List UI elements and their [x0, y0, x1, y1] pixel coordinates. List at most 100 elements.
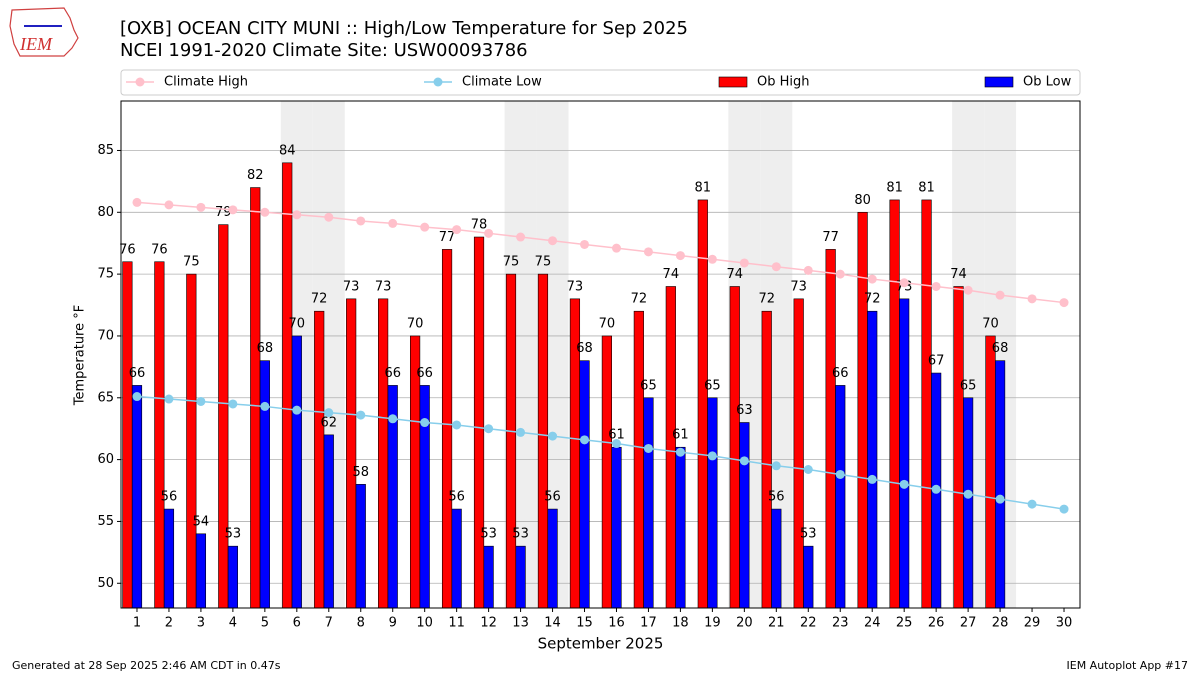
climate-point	[803, 465, 813, 475]
climate-point	[164, 200, 174, 210]
bar	[665, 286, 676, 609]
data-label: 70	[982, 316, 999, 331]
climate-point	[516, 427, 526, 437]
bar	[291, 335, 302, 609]
y-tick-label: 55	[97, 514, 114, 529]
climate-point	[867, 474, 877, 484]
climate-line	[136, 201, 1065, 304]
x-tick-label: 27	[960, 616, 977, 631]
data-label: 66	[416, 366, 433, 381]
climate-point	[228, 205, 238, 215]
data-label: 72	[631, 292, 648, 307]
logo-text: IEM	[19, 34, 53, 54]
x-tick-label: 8	[357, 616, 365, 631]
data-label: 65	[960, 378, 977, 393]
climate-point	[132, 392, 142, 402]
bar	[314, 310, 325, 609]
climate-point	[675, 447, 685, 457]
climate-point	[899, 479, 909, 489]
footer-left: Generated at 28 Sep 2025 2:46 AM CDT in …	[12, 659, 281, 672]
climate-point	[228, 399, 238, 409]
data-label: 61	[608, 428, 625, 443]
climate-point	[548, 431, 558, 441]
x-tick-label: 10	[416, 616, 433, 631]
bar	[505, 273, 517, 609]
bar	[601, 335, 612, 609]
legend-marker	[135, 77, 145, 87]
bar	[451, 508, 462, 609]
data-label: 68	[257, 341, 274, 356]
climate-point	[452, 420, 462, 430]
climate-point	[196, 396, 206, 406]
data-label: 66	[129, 366, 146, 381]
x-tick-label: 11	[448, 616, 465, 631]
data-label: 76	[119, 242, 136, 257]
climate-point	[995, 290, 1005, 300]
x-tick-label: 18	[672, 616, 689, 631]
climate-point	[484, 424, 494, 434]
data-label: 65	[704, 378, 721, 393]
x-tick-label: 2	[165, 616, 173, 631]
climate-point	[1059, 298, 1069, 308]
climate-point	[835, 469, 845, 479]
x-tick-label: 5	[261, 616, 269, 631]
climate-point	[292, 405, 302, 415]
climate-point	[963, 489, 973, 499]
climate-point	[420, 418, 430, 428]
climate-point	[835, 269, 845, 279]
climate-point	[995, 494, 1005, 504]
bar	[378, 298, 389, 609]
bar	[985, 335, 996, 609]
climate-point	[771, 461, 781, 471]
data-label: 80	[854, 193, 871, 208]
climate-point	[963, 285, 973, 295]
data-label: 62	[321, 415, 338, 430]
data-label: 63	[736, 403, 753, 418]
climate-point	[452, 225, 462, 235]
x-tick-label: 14	[544, 616, 561, 631]
climate-point	[356, 216, 366, 226]
bar	[729, 286, 740, 609]
bar	[835, 385, 846, 609]
climate-point	[388, 218, 398, 228]
data-label: 82	[247, 168, 264, 183]
climate-point	[484, 228, 494, 238]
legend-label: Ob High	[757, 75, 810, 90]
data-label: 73	[343, 279, 360, 294]
bar	[994, 360, 1006, 609]
bar	[739, 422, 750, 609]
chart-title: [OXB] OCEAN CITY MUNI :: High/Low Temper…	[120, 18, 688, 39]
bar	[825, 249, 836, 609]
climate-point	[1059, 504, 1069, 514]
data-label: 66	[832, 366, 849, 381]
x-tick-label: 26	[928, 616, 945, 631]
legend-label: Climate High	[164, 75, 248, 90]
bar	[483, 545, 494, 609]
x-tick-label: 21	[768, 616, 785, 631]
data-label: 81	[918, 180, 935, 195]
data-label: 56	[544, 490, 561, 505]
data-label: 81	[695, 180, 712, 195]
bar	[675, 446, 686, 609]
climate-point	[803, 265, 813, 275]
data-label: 53	[480, 527, 497, 542]
bar	[953, 286, 964, 609]
logo: IEM	[9, 7, 79, 57]
data-label: 75	[183, 255, 200, 270]
bar	[547, 508, 558, 609]
x-tick-label: 20	[736, 616, 753, 631]
data-label: 56	[768, 490, 785, 505]
x-tick-label: 30	[1056, 616, 1073, 631]
bar	[323, 434, 334, 609]
logo-outline	[9, 7, 79, 57]
bar	[515, 545, 526, 609]
climate-point	[611, 243, 621, 253]
bar	[473, 236, 485, 609]
climate-point	[324, 212, 334, 222]
x-tick-label: 12	[480, 616, 497, 631]
legend-marker	[433, 77, 443, 87]
x-axis-label: September 2025	[538, 635, 664, 653]
data-label: 72	[311, 292, 328, 307]
bar	[537, 273, 549, 609]
